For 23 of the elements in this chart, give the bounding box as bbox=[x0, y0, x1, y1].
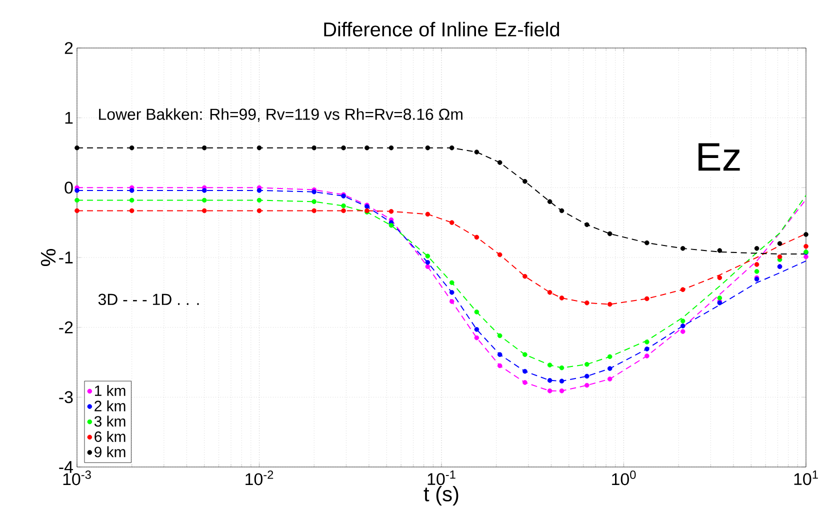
y-tick-label: 0 bbox=[64, 182, 73, 194]
y-tick-label: -4 bbox=[59, 461, 73, 473]
y-tick-label: -3 bbox=[59, 391, 73, 404]
y-axis-title: % bbox=[40, 248, 56, 266]
chart-title: Difference of Inline Ez-field bbox=[324, 22, 560, 36]
y-tick-label: -1 bbox=[59, 252, 73, 264]
annotation: 3D - - - 1D . . . bbox=[98, 294, 199, 306]
annotation: Ez bbox=[698, 143, 740, 171]
legend-label: 2 km bbox=[94, 400, 126, 412]
annotation: Lower Bakken: Rh=99, Rv=119 vs Rh=Rv=8.16 Ωm bbox=[99, 108, 462, 122]
x-tick-label: 10$^{-2}$ bbox=[246, 470, 274, 486]
legend-label: 9 km bbox=[94, 446, 126, 458]
x-axis-title: t (s) bbox=[424, 486, 458, 506]
x-tick-label: 10$^{-3}$ bbox=[63, 470, 91, 486]
x-tick-label: 10$^{-1}$ bbox=[428, 470, 456, 486]
x-tick-label: 10$^{0}$ bbox=[612, 470, 636, 486]
y-tick-label: 1 bbox=[65, 112, 73, 124]
x-tick-label: 10$^{1}$ bbox=[794, 470, 818, 486]
legend-label: 6 km bbox=[94, 430, 126, 442]
legend-label: 3 km bbox=[94, 416, 126, 427]
y-tick-label: -2 bbox=[59, 321, 73, 334]
legend-label: 1 km bbox=[95, 385, 126, 396]
y-tick-label: 2 bbox=[64, 42, 73, 54]
